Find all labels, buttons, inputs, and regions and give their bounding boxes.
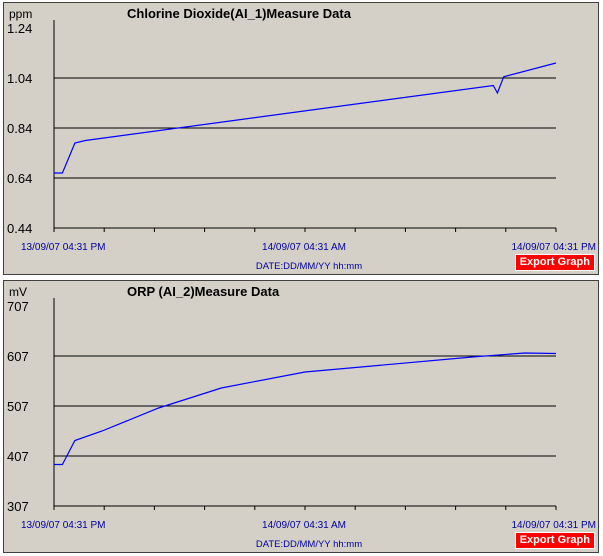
x-tick-label: 14/09/07 04:31 AM [262, 242, 346, 253]
chart-title: Chlorine Dioxide(AI_1)Measure Data [127, 6, 352, 21]
x-tick-label: 14/09/07 04:31 PM [511, 520, 596, 531]
y-tick-label: 0.44 [7, 221, 32, 236]
chart-title: ORP (AI_2)Measure Data [127, 284, 280, 299]
series-line [54, 352, 557, 466]
chart-chlorine-dioxide: 1.24 1.04 0.84 0.64 0.44 ppm Chlorine Dioxide(… [7, 6, 596, 272]
y-tick-label: 607 [7, 349, 29, 364]
x-tick-label: 14/09/07 04:31 PM [511, 242, 596, 253]
chart-panel-chlorine-dioxide: 1.24 1.04 0.84 0.64 0.44 ppm Chlorine Dioxide(… [3, 2, 599, 275]
x-tick-label: 13/09/07 04:31 PM [21, 520, 106, 531]
y-tick-label: 407 [7, 449, 29, 464]
y-tick-label: 507 [7, 399, 29, 414]
x-axis-label: DATE:DD/MM/YY hh:mm [256, 539, 362, 550]
y-tick-label: 0.64 [7, 171, 32, 186]
x-axis-label: DATE:DD/MM/YY hh:mm [256, 261, 362, 272]
x-tick-label: 13/09/07 04:31 PM [21, 242, 106, 253]
export-graph-button-2[interactable]: Export Graph [514, 532, 595, 549]
export-graph-button-1[interactable]: Export Graph [514, 254, 595, 271]
series-line [54, 62, 557, 174]
chart-orp: 707 607 507 407 307 mV ORP (AI_2)Measure Data 1… [7, 284, 596, 550]
unit-label: mV [9, 285, 27, 299]
y-tick-label: 1.04 [7, 71, 32, 86]
y-tick-label: 307 [7, 499, 29, 514]
y-tick-label: 0.84 [7, 121, 32, 136]
x-tick-label: 14/09/07 04:31 AM [262, 520, 346, 531]
chart-panel-orp: 707 607 507 407 307 mV ORP (AI_2)Measure Data 1… [3, 280, 599, 553]
unit-label: ppm [9, 7, 32, 21]
y-tick-label: 707 [7, 299, 29, 314]
y-tick-label: 1.24 [7, 21, 32, 36]
